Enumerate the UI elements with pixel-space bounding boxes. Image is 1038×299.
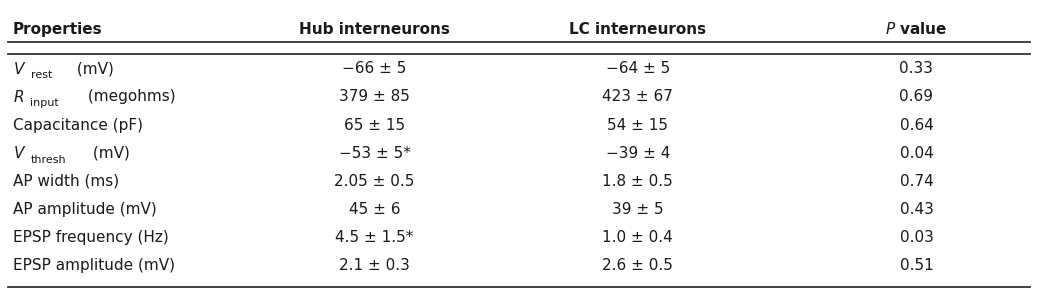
Text: $\it{V}$: $\it{V}$ [13,61,26,77]
Text: $\it{P}$ value: $\it{P}$ value [885,21,948,37]
Text: 0.74: 0.74 [900,174,933,189]
Text: 65 ± 15: 65 ± 15 [344,118,405,133]
Text: LC interneurons: LC interneurons [569,22,706,37]
Text: $\it{R}$: $\it{R}$ [13,89,24,105]
Text: 45 ± 6: 45 ± 6 [349,202,401,217]
Text: 0.69: 0.69 [900,89,933,104]
Text: −53 ± 5*: −53 ± 5* [338,146,410,161]
Text: $\it{V}$: $\it{V}$ [13,145,26,161]
Text: 0.64: 0.64 [900,118,933,133]
Text: 0.43: 0.43 [900,202,933,217]
Text: input: input [30,98,58,109]
Text: rest: rest [31,70,52,80]
Text: 0.04: 0.04 [900,146,933,161]
Text: AP width (ms): AP width (ms) [13,174,119,189]
Text: EPSP frequency (Hz): EPSP frequency (Hz) [13,230,169,245]
Text: EPSP amplitude (mV): EPSP amplitude (mV) [13,258,175,274]
Text: (megohms): (megohms) [83,89,175,104]
Text: 2.1 ± 0.3: 2.1 ± 0.3 [339,258,410,274]
Text: 0.33: 0.33 [900,61,933,76]
Text: 1.8 ± 0.5: 1.8 ± 0.5 [602,174,673,189]
Text: Hub interneurons: Hub interneurons [299,22,449,37]
Text: 0.03: 0.03 [900,230,933,245]
Text: −66 ± 5: −66 ± 5 [343,61,407,76]
Text: 2.05 ± 0.5: 2.05 ± 0.5 [334,174,414,189]
Text: 2.6 ± 0.5: 2.6 ± 0.5 [602,258,674,274]
Text: 4.5 ± 1.5*: 4.5 ± 1.5* [335,230,414,245]
Text: thresh: thresh [31,155,66,165]
Text: 0.51: 0.51 [900,258,933,274]
Text: 423 ± 67: 423 ± 67 [602,89,674,104]
Text: Properties: Properties [13,22,103,37]
Text: 379 ± 85: 379 ± 85 [339,89,410,104]
Text: −64 ± 5: −64 ± 5 [605,61,670,76]
Text: (mV): (mV) [72,61,114,76]
Text: (mV): (mV) [88,146,131,161]
Text: 1.0 ± 0.4: 1.0 ± 0.4 [602,230,673,245]
Text: 39 ± 5: 39 ± 5 [612,202,663,217]
Text: Capacitance (pF): Capacitance (pF) [13,118,143,133]
Text: 54 ± 15: 54 ± 15 [607,118,668,133]
Text: AP amplitude (mV): AP amplitude (mV) [13,202,157,217]
Text: −39 ± 4: −39 ± 4 [605,146,670,161]
